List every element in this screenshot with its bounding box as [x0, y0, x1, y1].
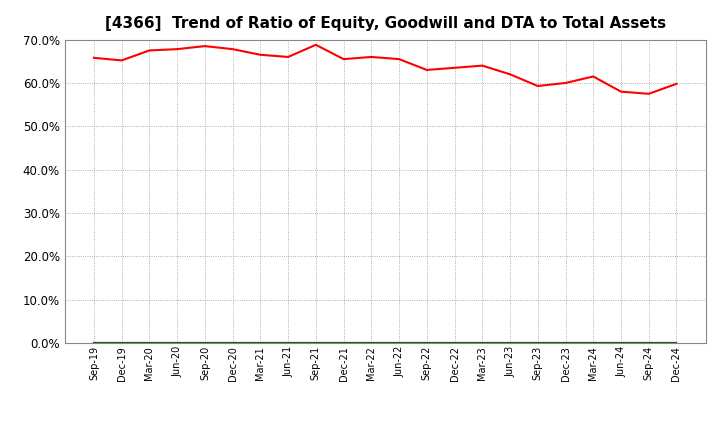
Goodwill: [561, 341, 570, 346]
Equity: [367, 54, 376, 59]
Goodwill: [228, 341, 237, 346]
Deferred Tax Assets: [395, 341, 403, 346]
Goodwill: [173, 341, 181, 346]
Goodwill: [284, 341, 292, 346]
Goodwill: [339, 341, 348, 346]
Deferred Tax Assets: [89, 341, 98, 346]
Deferred Tax Assets: [312, 341, 320, 346]
Deferred Tax Assets: [450, 341, 459, 346]
Equity: [644, 91, 653, 96]
Equity: [534, 83, 542, 88]
Equity: [672, 81, 681, 87]
Equity: [561, 81, 570, 86]
Goodwill: [312, 341, 320, 346]
Equity: [256, 52, 265, 57]
Goodwill: [89, 341, 98, 346]
Deferred Tax Assets: [616, 341, 625, 346]
Equity: [284, 54, 292, 59]
Goodwill: [589, 341, 598, 346]
Deferred Tax Assets: [145, 341, 154, 346]
Goodwill: [478, 341, 487, 346]
Deferred Tax Assets: [117, 341, 126, 346]
Equity: [117, 58, 126, 63]
Deferred Tax Assets: [339, 341, 348, 346]
Equity: [145, 48, 154, 53]
Goodwill: [672, 341, 681, 346]
Deferred Tax Assets: [534, 341, 542, 346]
Deferred Tax Assets: [284, 341, 292, 346]
Goodwill: [256, 341, 265, 346]
Goodwill: [450, 341, 459, 346]
Line: Equity: Equity: [94, 45, 677, 94]
Deferred Tax Assets: [672, 341, 681, 346]
Goodwill: [367, 341, 376, 346]
Equity: [505, 72, 514, 77]
Deferred Tax Assets: [561, 341, 570, 346]
Deferred Tax Assets: [256, 341, 265, 346]
Goodwill: [145, 341, 154, 346]
Equity: [89, 55, 98, 60]
Title: [4366]  Trend of Ratio of Equity, Goodwill and DTA to Total Assets: [4366] Trend of Ratio of Equity, Goodwil…: [104, 16, 666, 32]
Equity: [339, 56, 348, 62]
Goodwill: [644, 341, 653, 346]
Equity: [173, 47, 181, 52]
Goodwill: [117, 341, 126, 346]
Deferred Tax Assets: [367, 341, 376, 346]
Goodwill: [505, 341, 514, 346]
Goodwill: [201, 341, 210, 346]
Deferred Tax Assets: [423, 341, 431, 346]
Equity: [312, 42, 320, 48]
Deferred Tax Assets: [478, 341, 487, 346]
Deferred Tax Assets: [228, 341, 237, 346]
Deferred Tax Assets: [589, 341, 598, 346]
Deferred Tax Assets: [644, 341, 653, 346]
Equity: [395, 56, 403, 62]
Equity: [201, 44, 210, 49]
Goodwill: [616, 341, 625, 346]
Equity: [228, 47, 237, 52]
Equity: [423, 67, 431, 73]
Goodwill: [423, 341, 431, 346]
Deferred Tax Assets: [201, 341, 210, 346]
Equity: [450, 65, 459, 70]
Equity: [478, 63, 487, 68]
Deferred Tax Assets: [505, 341, 514, 346]
Goodwill: [395, 341, 403, 346]
Deferred Tax Assets: [173, 341, 181, 346]
Goodwill: [534, 341, 542, 346]
Equity: [616, 89, 625, 94]
Equity: [589, 74, 598, 79]
